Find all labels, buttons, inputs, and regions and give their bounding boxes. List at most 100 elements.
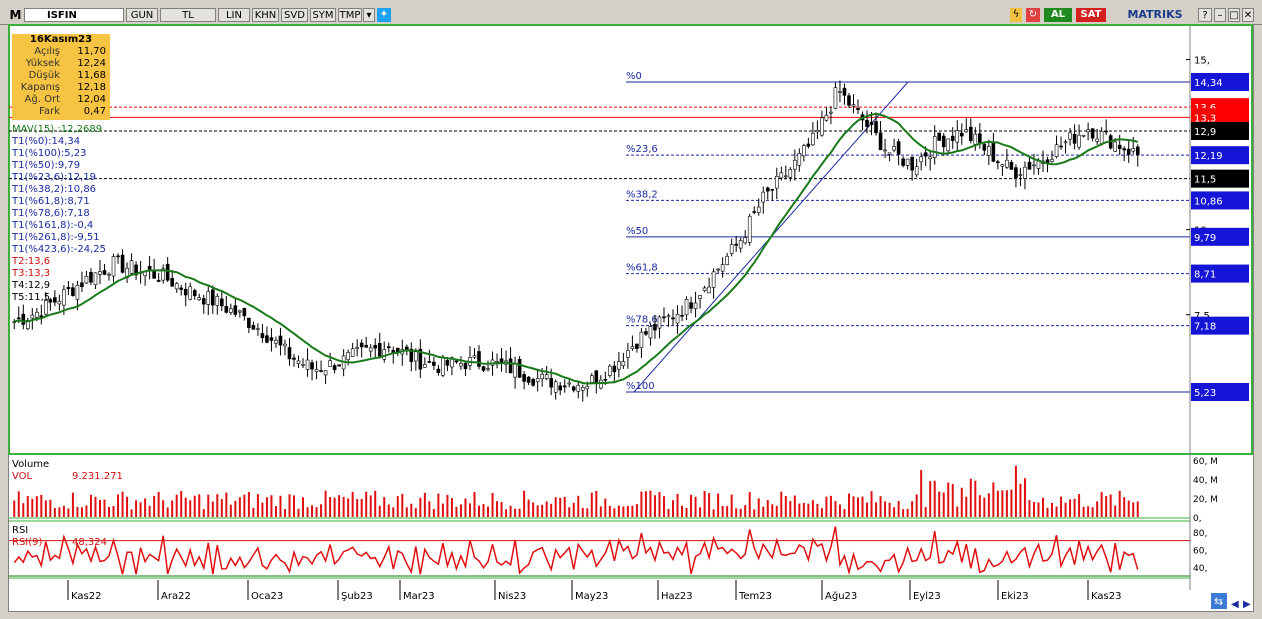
close-icon[interactable]: ✕ bbox=[1242, 8, 1254, 22]
refresh-icon[interactable]: ↻ bbox=[1026, 8, 1040, 22]
info-val-close: 12,18 bbox=[77, 82, 106, 93]
candle-body bbox=[278, 335, 283, 346]
volume-last: 9.231.271 bbox=[72, 471, 123, 482]
candle-body bbox=[364, 344, 368, 348]
toolbar: M ISFIN GUN TL LIN KHN SVD SYM TMP ▾ ✦ ϟ… bbox=[0, 0, 1262, 25]
fib-price-tag bbox=[1191, 73, 1249, 91]
candle-body bbox=[242, 308, 247, 317]
symbol-input[interactable]: ISFIN bbox=[24, 8, 124, 22]
app-logo-m: M bbox=[9, 8, 22, 22]
candle-body bbox=[599, 379, 603, 389]
candle-body bbox=[666, 315, 671, 318]
candle-body bbox=[689, 302, 693, 309]
candle-body bbox=[847, 95, 851, 106]
info-val-wavg: 12,04 bbox=[77, 94, 106, 105]
candle-body bbox=[1032, 164, 1036, 167]
candle-body bbox=[477, 351, 481, 367]
candle-body bbox=[910, 156, 914, 171]
candle-body bbox=[978, 133, 982, 144]
svd-button[interactable]: SVD bbox=[281, 8, 308, 22]
scroll-right-icon[interactable]: ▶ bbox=[1243, 599, 1251, 610]
candle-body bbox=[53, 297, 57, 303]
info-key-wavg: Ağ. Ort bbox=[24, 94, 60, 105]
indicator-item: T1(%23,6):12,19 bbox=[12, 172, 97, 183]
candle-body bbox=[1117, 144, 1122, 150]
candle-body bbox=[896, 141, 901, 155]
maximize-icon[interactable]: □ bbox=[1228, 8, 1240, 22]
candle-body bbox=[251, 325, 256, 330]
fib-price-tag-text: 8,71 bbox=[1194, 270, 1216, 281]
tmp-button[interactable]: TMP bbox=[338, 8, 362, 22]
candle-body bbox=[427, 361, 432, 363]
lightning-icon[interactable]: ϟ bbox=[1010, 8, 1022, 22]
info-key-close: Kapanış bbox=[20, 82, 60, 93]
scroll-left-icon[interactable]: ◀ bbox=[1231, 599, 1239, 610]
candle-body bbox=[716, 268, 720, 271]
candle-body bbox=[838, 91, 842, 93]
candle-body bbox=[905, 158, 910, 166]
scale-button[interactable]: LIN bbox=[218, 8, 250, 22]
month-label: Eyl23 bbox=[913, 591, 941, 602]
candle-body bbox=[702, 287, 707, 291]
buy-button[interactable]: AL bbox=[1044, 8, 1072, 22]
twitter-icon[interactable]: ✦ bbox=[377, 8, 391, 22]
candle-body bbox=[856, 108, 860, 111]
candle-body bbox=[1135, 146, 1140, 156]
help-icon[interactable]: ? bbox=[1198, 8, 1212, 22]
candle-body bbox=[549, 378, 553, 388]
candle-body bbox=[459, 362, 463, 367]
candle-body bbox=[256, 328, 260, 330]
candle-body bbox=[373, 344, 378, 349]
fib-price-tag bbox=[1191, 227, 1249, 246]
candle-body bbox=[1027, 161, 1032, 170]
candle-body bbox=[639, 331, 644, 349]
fib-price-tag-text: 14,34 bbox=[1194, 78, 1223, 89]
indicator-item: T1(%50):9,79 bbox=[12, 160, 81, 171]
candle-body bbox=[973, 133, 978, 145]
rsi-axis-label: 60, bbox=[1193, 547, 1207, 557]
candle-body bbox=[472, 355, 477, 358]
candle-body bbox=[955, 130, 960, 143]
fib-price-tag bbox=[1191, 383, 1249, 401]
candle-body bbox=[842, 87, 847, 96]
candle-body bbox=[941, 135, 946, 148]
sync-icon[interactable] bbox=[1211, 593, 1227, 609]
candle-body bbox=[16, 317, 21, 320]
candle-body bbox=[576, 384, 581, 392]
candle-body bbox=[793, 159, 797, 170]
candle-body bbox=[567, 382, 572, 385]
rsi-series-name: RSI(9) bbox=[12, 537, 43, 548]
candle-body bbox=[386, 346, 391, 349]
candle-body bbox=[319, 370, 323, 372]
candle-body bbox=[892, 146, 896, 151]
sell-button[interactable]: SAT bbox=[1076, 8, 1106, 22]
candle-body bbox=[756, 206, 761, 213]
khn-button[interactable]: KHN bbox=[252, 8, 279, 22]
dropdown-arrow-icon[interactable]: ▾ bbox=[363, 8, 375, 22]
minimize-icon[interactable]: – bbox=[1214, 8, 1226, 22]
fib-label: %23,6 bbox=[626, 144, 658, 155]
candle-body bbox=[287, 347, 292, 360]
indicator-item: MAV(15) :12,2689 bbox=[12, 124, 103, 135]
price-panel-border bbox=[8, 24, 1253, 455]
fib-label: %50 bbox=[626, 226, 648, 237]
candle-body bbox=[359, 342, 364, 348]
volume-series-name: VOL bbox=[12, 471, 33, 482]
rsi-line bbox=[13, 526, 1139, 576]
rsi-title: RSI bbox=[12, 525, 28, 536]
level-tag-text: 12,9 bbox=[1194, 127, 1216, 138]
fib-price-tag-text: 10,86 bbox=[1194, 196, 1223, 207]
period-button[interactable]: GUN bbox=[126, 8, 158, 22]
price-axis-label: 15, bbox=[1194, 56, 1210, 67]
month-label: Mar23 bbox=[403, 591, 435, 602]
volume-axis-label: 0, bbox=[1193, 514, 1202, 524]
info-val-diff: 0,47 bbox=[83, 106, 106, 117]
candle-body bbox=[495, 361, 499, 363]
candle-body bbox=[192, 290, 197, 297]
currency-button[interactable]: TL bbox=[160, 8, 216, 22]
candle-body bbox=[39, 315, 44, 318]
candle-body bbox=[1059, 145, 1063, 148]
candle-body bbox=[779, 172, 784, 179]
sym-button[interactable]: SYM bbox=[310, 8, 336, 22]
